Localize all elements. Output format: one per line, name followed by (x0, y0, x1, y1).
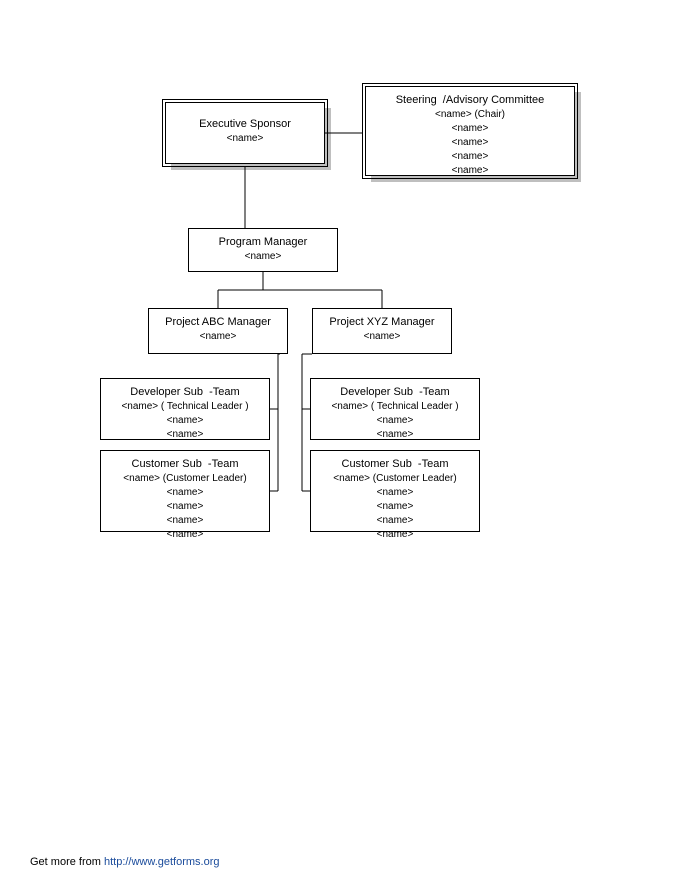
node-line: <name> (Chair) (370, 108, 570, 122)
node-line: <name> (105, 500, 265, 514)
footer-prefix: Get more from (30, 856, 104, 868)
node-line: <name> ( Technical Leader ) (105, 400, 265, 414)
node-title: Customer Sub -Team (315, 457, 475, 472)
node-title: Steering /Advisory Committee (370, 93, 570, 108)
footer-link[interactable]: http://www.getforms.org (104, 856, 220, 868)
node-line: <name> (153, 330, 283, 344)
node-cust-xyz: Customer Sub -Team <name> (Customer Lead… (310, 450, 480, 532)
node-exec-sponsor: Executive Sponsor <name> (165, 102, 325, 164)
node-line: <name> (315, 528, 475, 542)
footer: Get more from http://www.getforms.org (30, 856, 220, 868)
node-line: <name> (193, 250, 333, 264)
org-chart-canvas: Executive Sponsor <name> Steering /Advis… (0, 0, 680, 880)
node-cust-abc: Customer Sub -Team <name> (Customer Lead… (100, 450, 270, 532)
node-line: <name> (370, 136, 570, 150)
node-line: <name> (105, 414, 265, 428)
node-line: <name> (105, 486, 265, 500)
node-title: Program Manager (193, 235, 333, 250)
node-line: <name> (370, 122, 570, 136)
node-title: Developer Sub -Team (315, 385, 475, 400)
node-title: Customer Sub -Team (105, 457, 265, 472)
node-line: <name> (315, 414, 475, 428)
node-line: <name> (315, 486, 475, 500)
node-title: Executive Sponsor (170, 117, 320, 132)
node-project-xyz: Project XYZ Manager <name> (312, 308, 452, 354)
node-line: <name> (105, 428, 265, 442)
node-line: <name> (Customer Leader) (315, 472, 475, 486)
node-line: <name> (317, 330, 447, 344)
node-line: <name> (370, 150, 570, 164)
node-line: <name> (370, 164, 570, 178)
node-line: <name> ( Technical Leader ) (315, 400, 475, 414)
node-line: <name> (170, 132, 320, 146)
node-steering: Steering /Advisory Committee <name> (Cha… (365, 86, 575, 176)
node-title: Project XYZ Manager (317, 315, 447, 330)
node-dev-xyz: Developer Sub -Team <name> ( Technical L… (310, 378, 480, 440)
node-program-manager: Program Manager <name> (188, 228, 338, 272)
node-dev-abc: Developer Sub -Team <name> ( Technical L… (100, 378, 270, 440)
node-line: <name> (315, 514, 475, 528)
node-line: <name> (105, 528, 265, 542)
node-project-abc: Project ABC Manager <name> (148, 308, 288, 354)
node-line: <name> (315, 428, 475, 442)
node-line: <name> (315, 500, 475, 514)
node-line: <name> (Customer Leader) (105, 472, 265, 486)
node-title: Project ABC Manager (153, 315, 283, 330)
node-title: Developer Sub -Team (105, 385, 265, 400)
node-line: <name> (105, 514, 265, 528)
